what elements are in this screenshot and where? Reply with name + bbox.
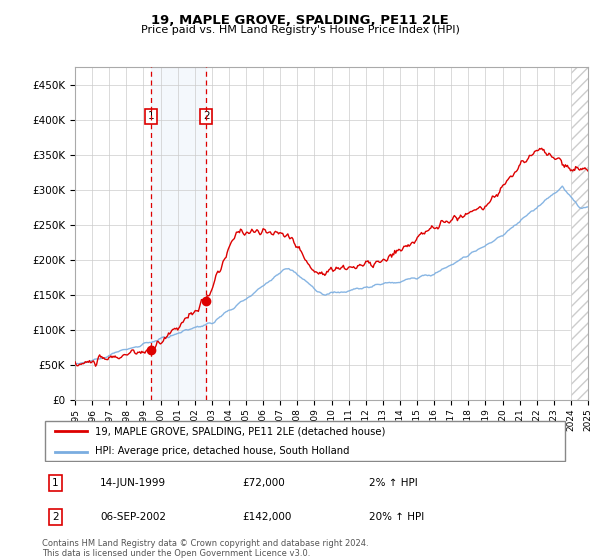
Text: Contains HM Land Registry data © Crown copyright and database right 2024.
This d: Contains HM Land Registry data © Crown c… [42, 539, 368, 558]
Text: 2% ↑ HPI: 2% ↑ HPI [370, 478, 418, 488]
Text: 2: 2 [52, 512, 59, 522]
Text: 20% ↑ HPI: 20% ↑ HPI [370, 512, 425, 522]
Text: Price paid vs. HM Land Registry's House Price Index (HPI): Price paid vs. HM Land Registry's House … [140, 25, 460, 35]
Text: 1: 1 [52, 478, 59, 488]
FancyBboxPatch shape [44, 421, 565, 461]
Text: 06-SEP-2002: 06-SEP-2002 [100, 512, 166, 522]
Text: 19, MAPLE GROVE, SPALDING, PE11 2LE (detached house): 19, MAPLE GROVE, SPALDING, PE11 2LE (det… [95, 426, 385, 436]
Text: £142,000: £142,000 [242, 512, 292, 522]
Text: 2: 2 [203, 111, 209, 122]
Text: 1: 1 [148, 111, 154, 122]
Text: £72,000: £72,000 [242, 478, 286, 488]
Text: 19, MAPLE GROVE, SPALDING, PE11 2LE: 19, MAPLE GROVE, SPALDING, PE11 2LE [151, 14, 449, 27]
Bar [151, 67, 206, 400]
Text: HPI: Average price, detached house, South Holland: HPI: Average price, detached house, Sout… [95, 446, 349, 456]
Text: 14-JUN-1999: 14-JUN-1999 [100, 478, 166, 488]
